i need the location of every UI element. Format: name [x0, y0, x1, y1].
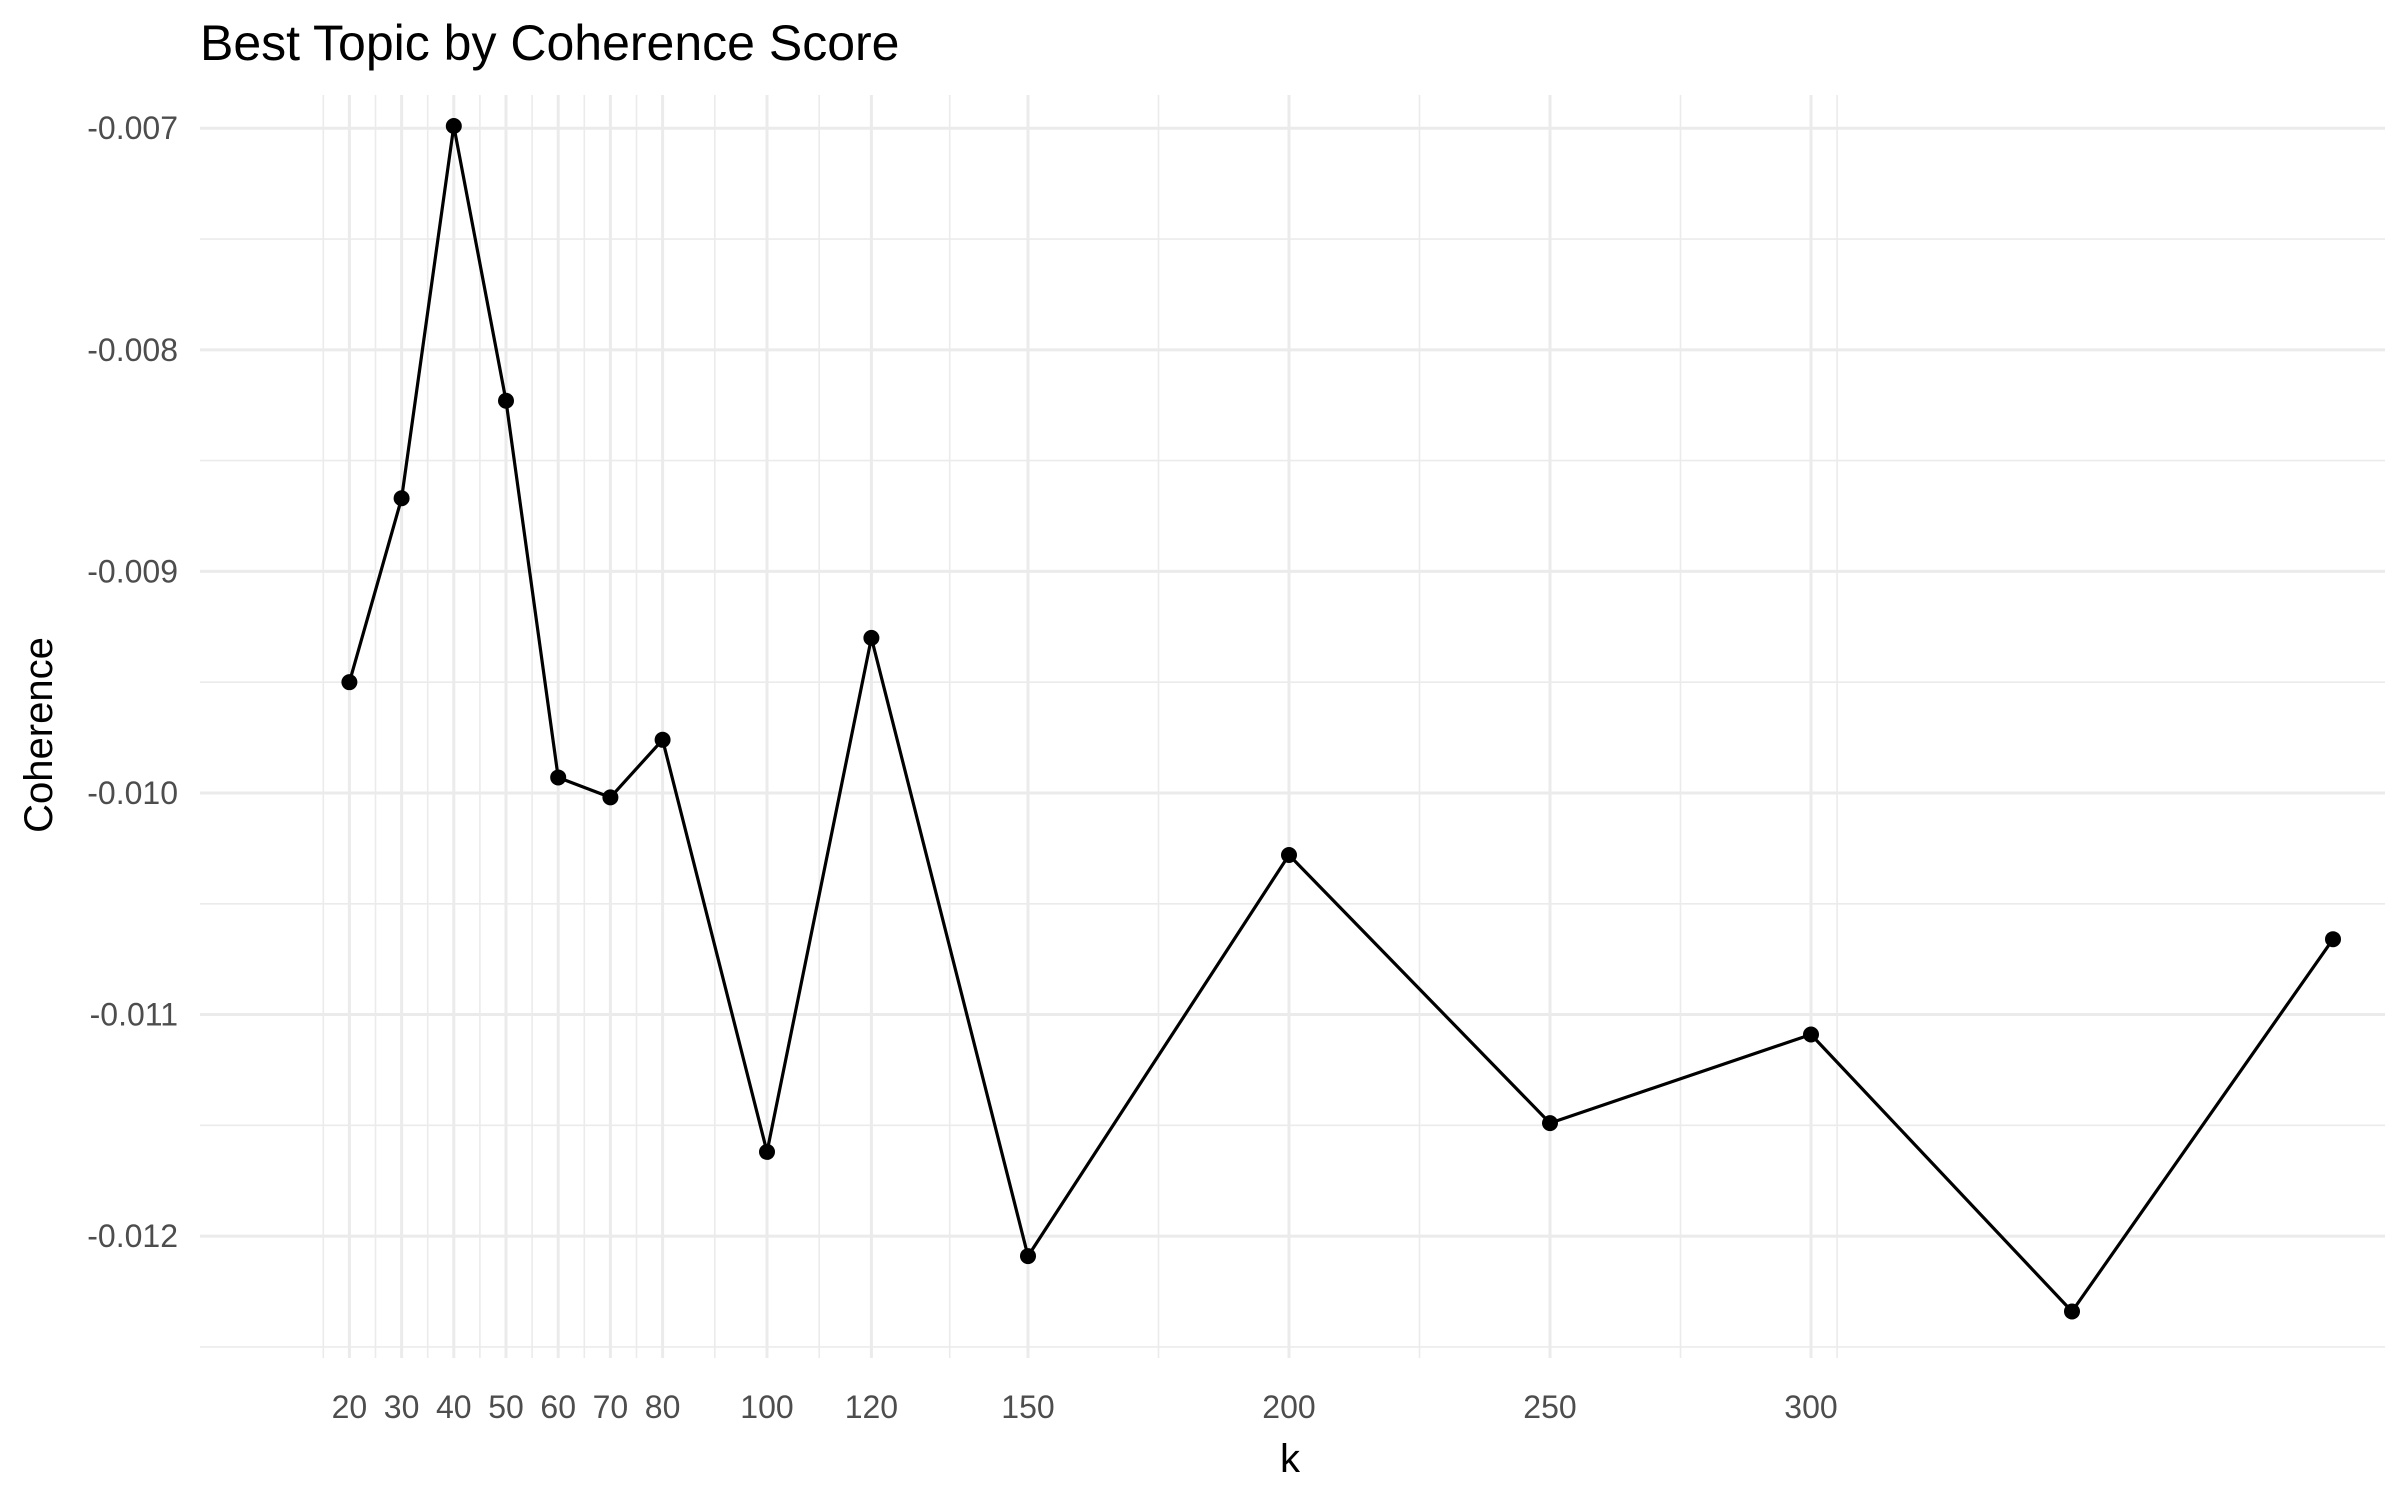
- data-point: [1281, 847, 1297, 864]
- x-axis-tick-labels: 20 30 40 50 60 70 80 100 120 150 200 250 300: [332, 1389, 1838, 1425]
- y-tick-label: -0.007: [87, 110, 178, 146]
- data-point: [1542, 1115, 1558, 1132]
- y-tick-label: -0.012: [87, 1218, 178, 1254]
- data-point: [2325, 931, 2341, 948]
- x-tick-label: 200: [1262, 1389, 1315, 1425]
- x-tick-label: 60: [540, 1389, 576, 1425]
- x-tick-label: 20: [332, 1389, 368, 1425]
- x-tick-label: 40: [436, 1389, 472, 1425]
- series-line: [347, 124, 2335, 1314]
- data-point: [1803, 1026, 1819, 1043]
- major-gridlines: [200, 95, 2385, 1358]
- data-point: [1020, 1248, 1036, 1265]
- series-layer: [341, 118, 2341, 1320]
- x-axis-title: k: [1280, 1437, 1301, 1481]
- y-tick-label: -0.008: [87, 332, 178, 368]
- x-tick-label: 50: [488, 1389, 524, 1425]
- data-point: [341, 674, 358, 691]
- data-point: [393, 490, 410, 507]
- data-point: [498, 392, 514, 409]
- x-tick-label: 80: [645, 1389, 681, 1425]
- chart-title: Best Topic by Coherence Score: [200, 15, 900, 71]
- minor-gridlines: [200, 95, 2385, 1358]
- x-tick-label: 120: [845, 1389, 898, 1425]
- y-axis-tick-labels: -0.007 -0.008 -0.009 -0.010 -0.011 -0.012: [87, 110, 178, 1254]
- data-point: [2064, 1303, 2080, 1320]
- data-point: [759, 1143, 775, 1160]
- x-tick-label: 30: [384, 1389, 420, 1425]
- data-point: [550, 769, 567, 786]
- y-tick-label: -0.011: [90, 997, 178, 1033]
- y-tick-label: -0.009: [87, 553, 178, 589]
- x-tick-label: 150: [1001, 1389, 1054, 1425]
- x-tick-label: 250: [1523, 1389, 1576, 1425]
- data-point: [445, 118, 462, 135]
- x-tick-label: 300: [1784, 1389, 1837, 1425]
- data-point: [654, 731, 671, 748]
- y-axis-title: Coherence: [17, 637, 61, 833]
- y-tick-label: -0.010: [87, 775, 178, 811]
- x-tick-label: 70: [593, 1389, 629, 1425]
- data-point: [602, 789, 619, 806]
- x-tick-label: 100: [740, 1389, 793, 1425]
- data-point: [863, 629, 880, 646]
